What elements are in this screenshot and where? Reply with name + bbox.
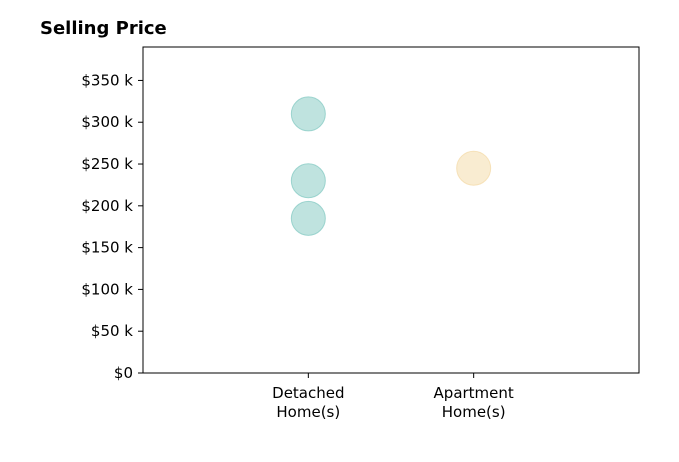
x-tick-label: Detached Home(s): [272, 384, 344, 421]
chart-title: Selling Price: [40, 18, 167, 39]
plot-frame: [142, 46, 640, 374]
y-tick-label: $150 k: [81, 239, 133, 257]
y-tick-label: $200 k: [81, 197, 133, 215]
point: [290, 163, 326, 199]
x-tick-label: Apartment Home(s): [434, 384, 514, 421]
y-tick-label: $350 k: [81, 71, 133, 89]
y-tick-label: $100 k: [81, 280, 133, 298]
point: [290, 96, 326, 132]
y-tick-label: $0: [114, 364, 133, 382]
y-tick-label: $50 k: [91, 322, 133, 340]
point: [290, 200, 326, 236]
point: [456, 150, 492, 186]
y-tick-label: $300 k: [81, 113, 133, 131]
y-tick-label: $250 k: [81, 155, 133, 173]
